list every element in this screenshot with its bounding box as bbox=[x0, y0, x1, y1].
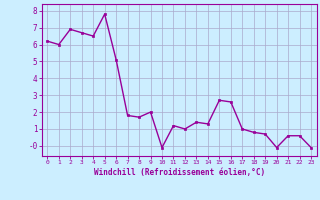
X-axis label: Windchill (Refroidissement éolien,°C): Windchill (Refroidissement éolien,°C) bbox=[94, 168, 265, 177]
